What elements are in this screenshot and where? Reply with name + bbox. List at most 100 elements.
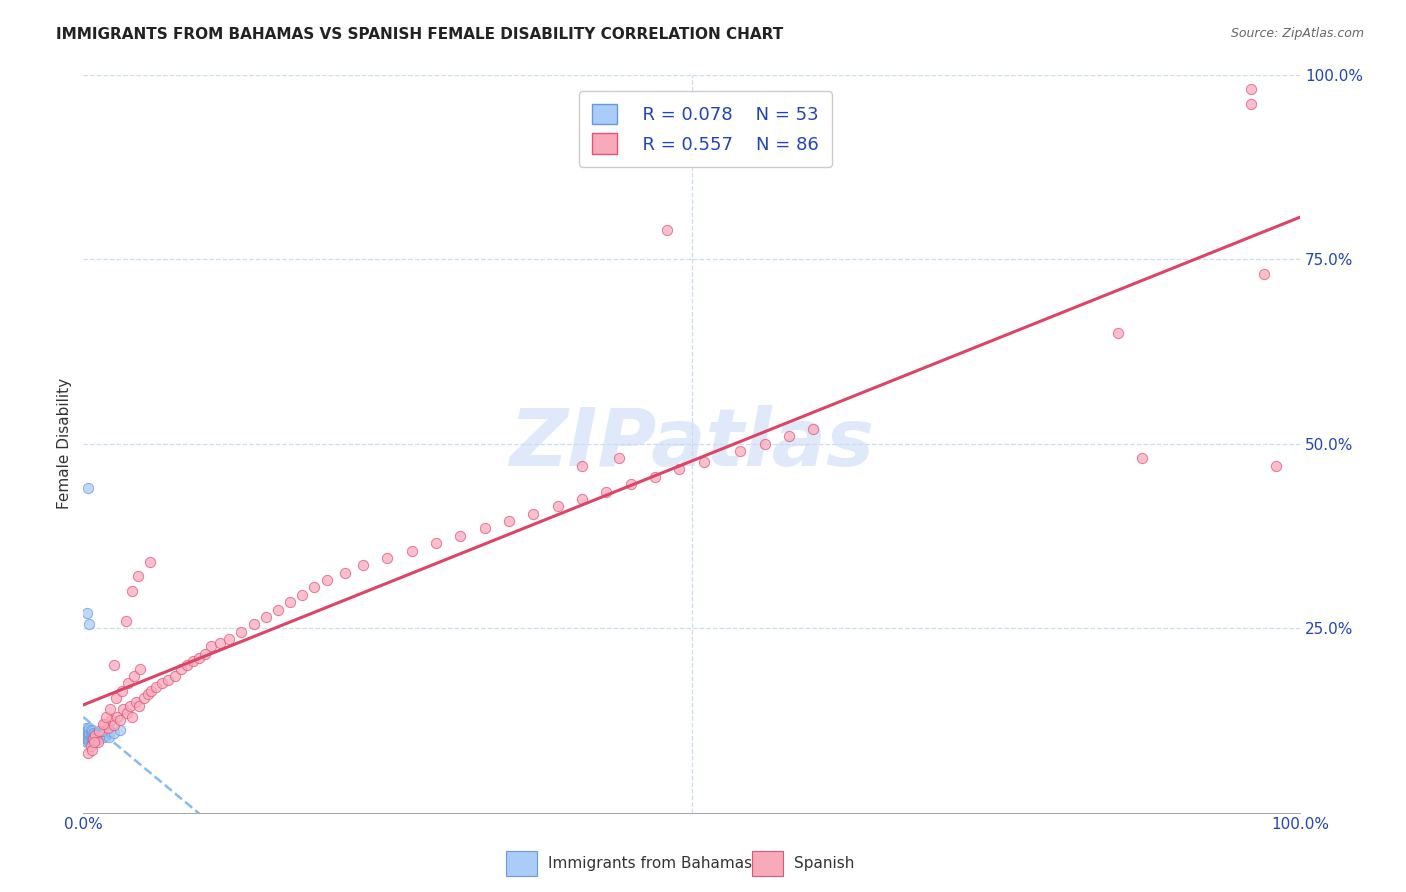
Point	[315, 573, 337, 587]
Point	[82, 731, 104, 746]
Point	[91, 726, 114, 740]
Point	[77, 723, 100, 737]
Point	[83, 735, 105, 749]
Point	[278, 595, 301, 609]
Point	[84, 733, 107, 747]
Point	[450, 529, 472, 543]
Point	[129, 662, 152, 676]
Point	[83, 731, 105, 745]
Point	[90, 731, 112, 745]
Point	[644, 469, 666, 483]
Point	[84, 728, 107, 742]
Point	[121, 584, 143, 599]
Point	[801, 422, 824, 436]
Point	[93, 730, 115, 744]
Point	[76, 607, 98, 621]
Point	[75, 731, 97, 746]
Point	[79, 727, 101, 741]
Point	[657, 222, 679, 236]
Point	[111, 683, 134, 698]
Point	[141, 683, 163, 698]
Point	[83, 726, 105, 740]
Point	[79, 733, 101, 747]
Point	[82, 733, 104, 747]
Point	[80, 724, 103, 739]
Point	[79, 731, 101, 745]
Point	[82, 726, 104, 740]
Point	[571, 458, 593, 473]
Point	[79, 739, 101, 753]
Point	[1107, 326, 1129, 340]
Point	[79, 726, 101, 740]
Point	[105, 691, 128, 706]
Point	[291, 588, 314, 602]
Point	[97, 726, 120, 740]
Point	[607, 451, 630, 466]
Point	[218, 632, 240, 646]
Point	[200, 640, 222, 654]
Point	[103, 726, 125, 740]
Point	[103, 657, 125, 672]
Point	[108, 713, 131, 727]
Point	[96, 728, 118, 742]
Point	[80, 735, 103, 749]
Point	[668, 462, 690, 476]
Point	[73, 728, 96, 742]
Point	[136, 688, 159, 702]
Point	[333, 566, 356, 580]
Text: Immigrants from Bahamas: Immigrants from Bahamas	[548, 856, 752, 871]
Point	[98, 724, 121, 739]
Point	[80, 728, 103, 742]
Point	[90, 724, 112, 739]
Point	[105, 709, 128, 723]
Point	[128, 698, 150, 713]
Point	[115, 614, 138, 628]
Point	[208, 636, 231, 650]
Point	[377, 550, 399, 565]
Point	[77, 747, 100, 761]
Point	[98, 702, 121, 716]
Point	[127, 569, 149, 583]
Point	[100, 713, 122, 727]
Point	[79, 731, 101, 746]
Point	[79, 721, 101, 735]
Point	[425, 536, 447, 550]
Point	[231, 624, 253, 639]
Point	[77, 726, 100, 740]
Point	[80, 731, 103, 746]
Text: ZIPatlas: ZIPatlas	[509, 405, 875, 483]
Point	[1240, 82, 1263, 96]
Point	[157, 673, 180, 687]
Point	[124, 695, 146, 709]
Point	[118, 698, 141, 713]
Point	[79, 723, 101, 737]
Point	[75, 721, 97, 735]
Point	[1264, 458, 1286, 473]
Point	[169, 662, 191, 676]
Point	[77, 731, 100, 745]
Point	[112, 702, 135, 716]
Point	[547, 500, 569, 514]
Point	[121, 709, 143, 723]
Point	[176, 657, 198, 672]
Point	[1240, 97, 1263, 112]
Point	[87, 726, 110, 740]
Point	[91, 717, 114, 731]
Point	[79, 728, 101, 742]
Point	[267, 602, 290, 616]
Point	[89, 728, 111, 742]
Point	[86, 726, 108, 740]
Point	[401, 543, 423, 558]
Point	[145, 680, 167, 694]
Point	[304, 581, 326, 595]
Point	[139, 555, 162, 569]
Point	[754, 436, 776, 450]
Point	[134, 691, 156, 706]
Point	[79, 617, 101, 632]
Point	[87, 735, 110, 749]
Point	[498, 514, 520, 528]
Point	[84, 728, 107, 742]
Point	[474, 521, 496, 535]
Text: IMMIGRANTS FROM BAHAMAS VS SPANISH FEMALE DISABILITY CORRELATION CHART: IMMIGRANTS FROM BAHAMAS VS SPANISH FEMAL…	[56, 27, 783, 42]
Point	[730, 444, 752, 458]
